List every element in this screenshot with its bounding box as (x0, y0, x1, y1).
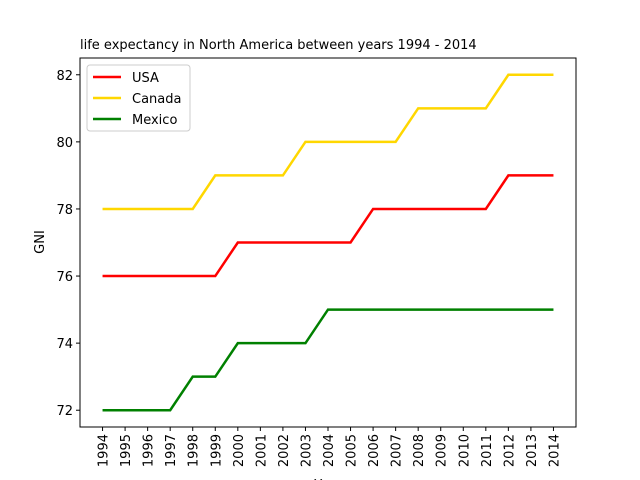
y-tick-label: 82 (56, 69, 73, 84)
y-axis-label: GNI (33, 230, 48, 254)
y-tick-label: 80 (56, 136, 73, 151)
line-series (102, 174, 554, 278)
y-tick-label: 76 (56, 270, 73, 285)
line-series (102, 73, 554, 211)
x-tick-label: 1997 (164, 434, 179, 467)
x-tick-label: 1995 (119, 434, 134, 467)
x-tick-label: 2011 (480, 434, 495, 467)
x-tick-label: 2002 (277, 434, 292, 467)
chart-title: life expectancy in North America between… (80, 38, 477, 53)
x-tick-label: 2006 (367, 434, 382, 467)
x-tick-label: 2012 (502, 434, 517, 467)
plot-frame (79, 57, 577, 428)
legend-box (86, 64, 191, 132)
y-tick-label: 74 (56, 337, 73, 352)
x-tick-label: 1999 (209, 434, 224, 467)
x-tick-label: 2004 (322, 434, 337, 467)
x-tick-label: 1998 (187, 434, 202, 467)
x-tick-label: 2013 (525, 434, 540, 467)
x-tick-label: 2001 (254, 434, 269, 467)
x-tick-label: 2009 (435, 434, 450, 467)
x-tick-label: 2008 (412, 434, 427, 467)
x-tick-label: 2014 (547, 434, 562, 467)
legend-label: Mexico (132, 113, 177, 128)
x-tick-label: 2010 (457, 434, 472, 467)
x-tick-label: 1994 (97, 434, 112, 467)
legend-label: Canada (132, 92, 181, 107)
x-tick-label: 2000 (232, 434, 247, 467)
x-tick-label: 2007 (390, 434, 405, 467)
x-tick-label: 2003 (299, 434, 314, 467)
legend-label: USA (132, 71, 159, 86)
y-tick-label: 78 (56, 203, 73, 218)
x-tick-label: 2005 (345, 434, 360, 467)
y-tick-label: 72 (56, 404, 73, 419)
x-axis-label: Year (313, 478, 342, 480)
line-series (102, 308, 554, 412)
x-tick-label: 1996 (142, 434, 157, 467)
